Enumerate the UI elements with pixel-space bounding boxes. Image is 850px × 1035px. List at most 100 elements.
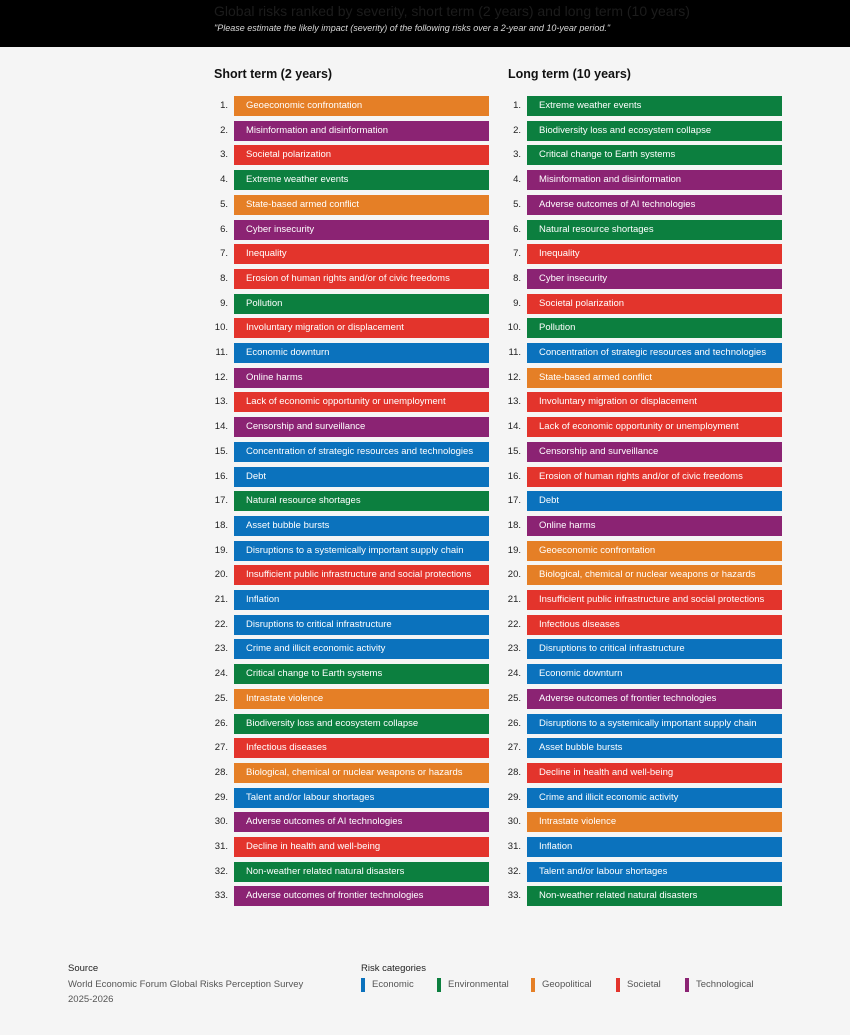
rank-label: 13. — [214, 396, 228, 408]
risk-bar: Misinformation and disinformation — [234, 120, 489, 141]
long-risk-row: 2. Biodiversity loss and ecosystem collap… — [507, 120, 787, 141]
long-risk-row: 1. Extreme weather events — [507, 96, 787, 116]
long-risk-row: 25. Adverse outcomes of frontier technolo… — [507, 688, 787, 709]
risk-bar: Censorship and surveillance — [234, 417, 489, 438]
source-label: Source — [68, 963, 99, 974]
rank-label: 11. — [508, 347, 521, 358]
short-risk-row: 3. Societal polarization — [214, 145, 494, 166]
risk-bar: Asset bubble bursts — [234, 515, 489, 536]
risk-bar: Lack of economic opportunity or unemploy… — [527, 417, 782, 438]
rank-label: 17. — [214, 495, 228, 507]
rank-label: 9. — [513, 297, 521, 309]
risk-bar: Inflation — [234, 590, 489, 610]
risk-bar: Disruptions to a systemically important … — [234, 540, 489, 561]
short-risk-row: 11. Economic downturn — [214, 343, 494, 363]
long-risk-row: 4. Misinformation and disinformation — [507, 170, 787, 191]
rank-label: 11. — [215, 347, 228, 358]
long-risk-row: 11. Concentration of strategic resources … — [507, 343, 787, 363]
risk-bar: Disruptions to critical infrastructure — [234, 614, 489, 635]
rank-label: 22. — [507, 618, 521, 630]
long-risk-row: 17. Debt — [507, 491, 787, 512]
risk-bar: Debt — [234, 466, 489, 487]
rank-label: 2. — [220, 124, 228, 136]
risk-bar: Misinformation and disinformation — [527, 170, 782, 191]
rank-label: 7. — [513, 248, 521, 260]
legend-label: Technological — [696, 979, 754, 990]
long-risk-row: 26. Disruptions to a systemically importa… — [507, 713, 787, 734]
page-title: Global risks ranked by severity, short t… — [214, 3, 690, 19]
rank-label: 24. — [214, 668, 228, 680]
rank-label: 28. — [507, 766, 521, 778]
risk-bar: Biodiversity loss and ecosystem collapse — [234, 713, 489, 734]
risk-bar: Non-weather related natural disasters — [527, 886, 782, 907]
rank-label: 4. — [220, 174, 228, 186]
legend-swatch — [437, 978, 441, 992]
long-risk-row: 9. Societal polarization — [507, 293, 787, 314]
rank-label: 12. — [507, 371, 521, 383]
long-risk-row: 27. Asset bubble bursts — [507, 738, 787, 759]
risk-bar: Geoeconomic confrontation — [234, 96, 489, 116]
rank-label: 9. — [220, 297, 228, 309]
rank-label: 32. — [214, 865, 228, 877]
short-risk-row: 28. Biological, chemical or nuclear weapo… — [214, 762, 494, 783]
rank-label: 32. — [507, 865, 521, 877]
risk-bar: Erosion of human rights and/or of civic … — [234, 268, 489, 289]
risk-bar: Extreme weather events — [234, 170, 489, 191]
risk-bar: Disruptions to a systemically important … — [527, 713, 782, 734]
long-risk-row: 23. Disruptions to critical infrastructur… — [507, 639, 787, 660]
long-risk-row: 28. Decline in health and well-being — [507, 762, 787, 783]
rank-label: 27. — [507, 742, 521, 754]
risk-bar: Critical change to Earth systems — [234, 664, 489, 685]
rank-label: 30. — [214, 816, 228, 828]
rank-label: 19. — [214, 544, 228, 556]
long-risk-row: 16. Erosion of human rights and/or of civ… — [507, 466, 787, 487]
short-risk-row: 2. Misinformation and disinformation — [214, 120, 494, 141]
rank-label: 8. — [513, 272, 521, 284]
long-risk-row: 18. Online harms — [507, 515, 787, 536]
risk-bar: Non-weather related natural disasters — [234, 861, 489, 882]
risk-bar: Crime and illicit economic activity — [527, 787, 782, 808]
risk-bar: State-based armed conflict — [527, 367, 782, 388]
source-line-2: 2025-2026 — [68, 994, 114, 1005]
short-risk-row: 8. Erosion of human rights and/or of civi… — [214, 268, 494, 289]
rank-label: 33. — [507, 890, 521, 902]
rank-label: 23. — [214, 643, 228, 655]
short-risk-row: 22. Disruptions to critical infrastructur… — [214, 614, 494, 635]
source-line-1: World Economic Forum Global Risks Percep… — [68, 979, 304, 990]
rank-label: 5. — [513, 198, 521, 210]
short-risk-row: 16. Debt — [214, 466, 494, 487]
short-risk-row: 6. Cyber insecurity — [214, 219, 494, 240]
long-risk-row: 24. Economic downturn — [507, 664, 787, 685]
page-subtitle: "Please estimate the likely impact (seve… — [214, 23, 611, 33]
short-risk-row: 24. Critical change to Earth systems — [214, 664, 494, 685]
long-term-title: Long term (10 years) — [508, 67, 631, 81]
long-risk-row: 21. Insufficient public infrastructure an… — [507, 590, 787, 610]
short-risk-row: 1. Geoeconomic confrontation — [214, 96, 494, 116]
long-risk-row: 31. Inflation — [507, 837, 787, 857]
rank-label: 8. — [220, 272, 228, 284]
short-risk-row: 10. Involuntary migration or displacement — [214, 318, 494, 339]
short-risk-row: 21. Inflation — [214, 590, 494, 610]
risk-bar: Adverse outcomes of frontier technologie… — [527, 688, 782, 709]
risk-bar: Erosion of human rights and/or of civic … — [527, 466, 782, 487]
risk-bar: Extreme weather events — [527, 96, 782, 116]
risk-bar: Online harms — [234, 367, 489, 388]
short-risk-row: 20. Insufficient public infrastructure an… — [214, 565, 494, 586]
rank-label: 1. — [220, 100, 228, 111]
risk-bar: Concentration of strategic resources and… — [527, 343, 782, 363]
risk-bar: Infectious diseases — [527, 614, 782, 635]
rank-label: 3. — [513, 149, 521, 161]
rank-label: 22. — [214, 618, 228, 630]
risk-bar: Involuntary migration or displacement — [527, 392, 782, 413]
long-risk-row: 33. Non-weather related natural disasters — [507, 886, 787, 907]
risk-bar: Geoeconomic confrontation — [527, 540, 782, 561]
short-risk-row: 4. Extreme weather events — [214, 170, 494, 191]
risk-bar: Intrastate violence — [527, 812, 782, 833]
risk-bar: Crime and illicit economic activity — [234, 639, 489, 660]
risk-bar: Pollution — [527, 318, 782, 339]
risk-bar: State-based armed conflict — [234, 194, 489, 215]
risk-bar: Concentration of strategic resources and… — [234, 441, 489, 462]
short-risk-row: 26. Biodiversity loss and ecosystem colla… — [214, 713, 494, 734]
short-risk-row: 18. Asset bubble bursts — [214, 515, 494, 536]
short-risk-row: 17. Natural resource shortages — [214, 491, 494, 512]
